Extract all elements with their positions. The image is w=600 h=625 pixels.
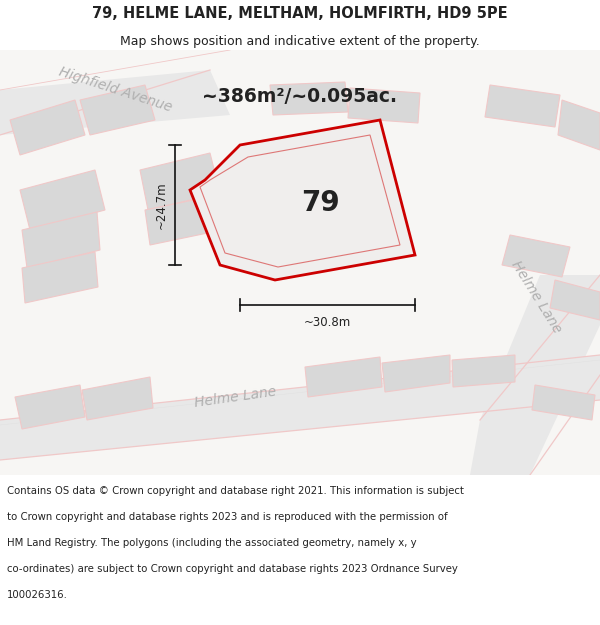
Polygon shape [532, 385, 595, 420]
Polygon shape [22, 252, 98, 303]
Text: HM Land Registry. The polygons (including the associated geometry, namely x, y: HM Land Registry. The polygons (includin… [7, 538, 417, 548]
Polygon shape [20, 170, 105, 230]
Polygon shape [140, 153, 220, 210]
Polygon shape [470, 275, 600, 475]
Polygon shape [10, 100, 85, 155]
Text: ~24.7m: ~24.7m [155, 181, 167, 229]
Polygon shape [452, 355, 515, 387]
Polygon shape [22, 212, 100, 268]
Text: Helme Lane: Helme Lane [193, 384, 277, 409]
Text: to Crown copyright and database rights 2023 and is reproduced with the permissio: to Crown copyright and database rights 2… [7, 512, 448, 522]
Polygon shape [270, 82, 348, 115]
Text: 100026316.: 100026316. [7, 591, 68, 601]
Polygon shape [485, 85, 560, 127]
Polygon shape [145, 195, 222, 245]
Text: 79, HELME LANE, MELTHAM, HOLMFIRTH, HD9 5PE: 79, HELME LANE, MELTHAM, HOLMFIRTH, HD9 … [92, 6, 508, 21]
Polygon shape [550, 280, 600, 320]
Text: Map shows position and indicative extent of the property.: Map shows position and indicative extent… [120, 34, 480, 48]
Text: co-ordinates) are subject to Crown copyright and database rights 2023 Ordnance S: co-ordinates) are subject to Crown copyr… [7, 564, 458, 574]
Polygon shape [502, 235, 570, 277]
Polygon shape [82, 377, 153, 420]
Text: 79: 79 [301, 189, 340, 217]
Polygon shape [190, 120, 415, 280]
Text: Highfield Avenue: Highfield Avenue [56, 65, 173, 115]
Polygon shape [305, 357, 382, 397]
Polygon shape [15, 385, 85, 429]
Polygon shape [382, 355, 450, 392]
Polygon shape [348, 88, 420, 123]
Polygon shape [0, 70, 230, 135]
Text: Helme Lane: Helme Lane [508, 258, 564, 336]
Polygon shape [0, 355, 600, 460]
Polygon shape [558, 100, 600, 150]
Text: Contains OS data © Crown copyright and database right 2021. This information is : Contains OS data © Crown copyright and d… [7, 486, 464, 496]
Text: ~386m²/~0.095ac.: ~386m²/~0.095ac. [203, 88, 398, 106]
Polygon shape [80, 85, 155, 135]
Text: ~30.8m: ~30.8m [304, 316, 351, 329]
